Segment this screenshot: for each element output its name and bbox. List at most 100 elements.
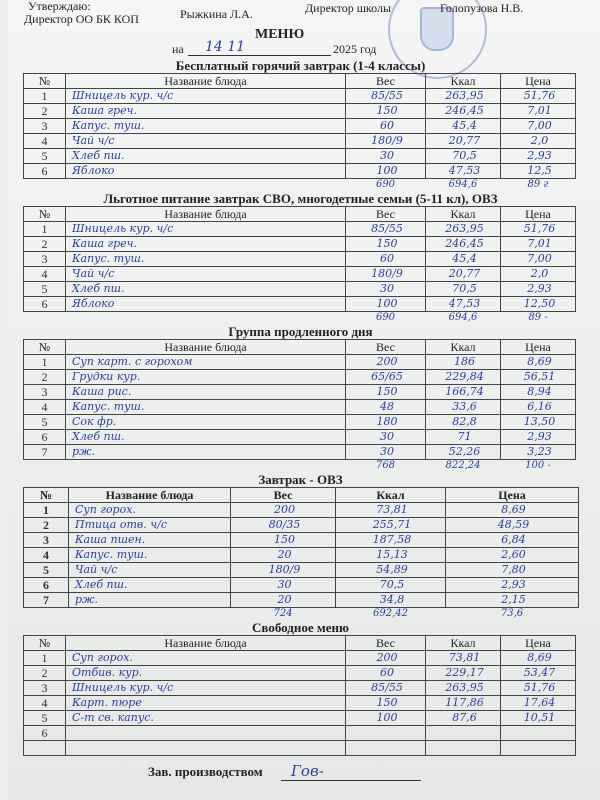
cell-price: 2,0 [500,266,576,282]
cell-kcal: 70,5 [335,577,446,593]
director-school-label: Директор школы [305,1,392,15]
cell-price: 2,93 [445,577,579,593]
table-row: 4 Капус. туш. 20 15,13 2,60 [23,547,579,563]
page-title: МЕНЮ [255,27,305,42]
section-title: Группа продленного дня [228,324,373,339]
cell-price: 51,76 [500,221,576,237]
section-title: Льготное питание завтрак СВО, многодетны… [103,191,498,206]
cell-num: 3 [23,251,66,267]
footer: Зав. производством Гов- [23,762,578,782]
cell-price: 3,23 [500,444,576,460]
table-row: 1 Суп карт. с горохом 200 186 8,69 [23,354,576,370]
cell-name: Каша пшен. [68,532,231,548]
cell-kcal: 229,84 [425,369,501,385]
cell-num: 1 [23,221,66,237]
cell-weight: 85/55 [345,680,426,696]
cell-empty [345,740,426,756]
cell-kcal [425,725,501,741]
cell-num: 3 [23,384,66,400]
table-row: 2 Каша греч. 150 246,45 7,01 [23,103,576,119]
cell-name: Суп карт. с горохом [65,354,346,370]
cell-name: Суп горох. [65,650,346,666]
cell-price: 7,00 [500,251,576,267]
cell-kcal: 73,81 [335,502,446,518]
totals-spacer [24,179,66,192]
cell-price: 2,0 [500,133,576,149]
handwritten-total: 100 - [525,460,551,471]
handwritten-total: 692,42 [373,608,408,619]
table-row: 2 Отбив. кур. 60 229,17 53,47 [23,665,576,681]
table-row: 5 Сок фр. 180 82,8 13,50 [23,414,576,430]
cell-kcal: 52,26 [425,444,501,460]
section-title: Свободное меню [252,620,349,635]
table-row: 1 Суп горох. 200 73,81 8,69 [23,650,576,666]
cell-price: 7,00 [500,118,576,134]
cell-weight: 60 [345,118,426,134]
cell-num: 2 [23,665,66,681]
cell-weight: 150 [345,384,426,400]
cell-weight: 100 [345,163,426,179]
cell-num: 4 [23,695,66,711]
cell-weight: 85/55 [345,88,426,104]
cell-name: Яблоко [65,296,346,312]
cell-num: 5 [23,562,69,578]
handwritten-totals-row: 690 694,6 89 - [24,312,576,325]
column-header-name: Название блюда [65,339,346,355]
table-row: 3 Каша рис. 150 166,74 8,94 [23,384,576,400]
handwritten-totals-row: 768 822,24 100 - [24,460,576,473]
cell-num: 6 [23,296,66,312]
cell-price [500,725,576,741]
cell-price: 2,15 [445,592,579,608]
totals-spacer [24,460,66,473]
cell-num: 5 [23,281,66,297]
cell-num: 4 [23,133,66,149]
cell-kcal: 246,45 [425,103,501,119]
cell-num: 3 [23,680,66,696]
cell-price: 2,93 [500,281,576,297]
column-header-num: № [23,206,66,222]
cell-weight: 30 [345,281,426,297]
handwritten-total: 89 - [528,312,548,323]
cell-weight: 150 [230,532,336,548]
column-header-kcal: Ккал [335,487,446,503]
cell-price: 7,80 [445,562,579,578]
cell-num: 3 [23,118,66,134]
handwritten-total: 724 [273,608,293,619]
cell-num: 6 [23,577,69,593]
totals-spacer [66,460,346,473]
cell-kcal: 187,58 [335,532,446,548]
cell-weight: 200 [230,502,336,518]
cell-kcal: 70,5 [425,148,501,164]
cell-name: Капус. туш. [65,399,346,415]
totals-spacer [66,179,346,192]
cell-name: Шницель кур. ч/с [65,88,346,104]
cell-weight: 180/9 [230,562,336,578]
cell-empty [425,740,501,756]
column-header-kcal: Ккал [425,206,501,222]
cell-kcal: 45,4 [425,251,501,267]
cell-kcal: 263,95 [425,88,501,104]
table-row: 1 Суп горох. 200 73,81 8,69 [23,502,579,518]
table-row: 3 Капус. туш. 60 45,4 7,00 [23,251,576,267]
cell-num: 2 [23,517,69,533]
cell-num: 6 [23,725,66,741]
handwritten-total: 694,6 [448,312,478,323]
cell-kcal: 246,45 [425,236,501,252]
column-header-name: Название блюда [65,73,346,89]
handwritten-total: 690 [375,312,396,323]
cell-price: 51,76 [500,680,576,696]
handwritten-total: 822,24 [445,460,481,471]
column-header-kcal: Ккал [425,635,501,651]
column-header-name: Название блюда [65,635,346,651]
approve-label: Утверждаю: [28,0,91,13]
cell-num: 1 [23,502,69,518]
cell-name: Шницель кур. ч/с [65,680,346,696]
table-row: 6 Яблоко 100 47,53 12,5 [23,163,576,179]
cell-weight: 30 [345,444,426,460]
cell-kcal: 87,6 [425,710,501,726]
cell-num: 2 [23,236,66,252]
totals-spacer [66,312,346,325]
cell-num: 3 [23,532,69,548]
director-ou-name: Рыжкина Л.А. [180,7,253,21]
cell-price: 48,59 [445,517,579,533]
